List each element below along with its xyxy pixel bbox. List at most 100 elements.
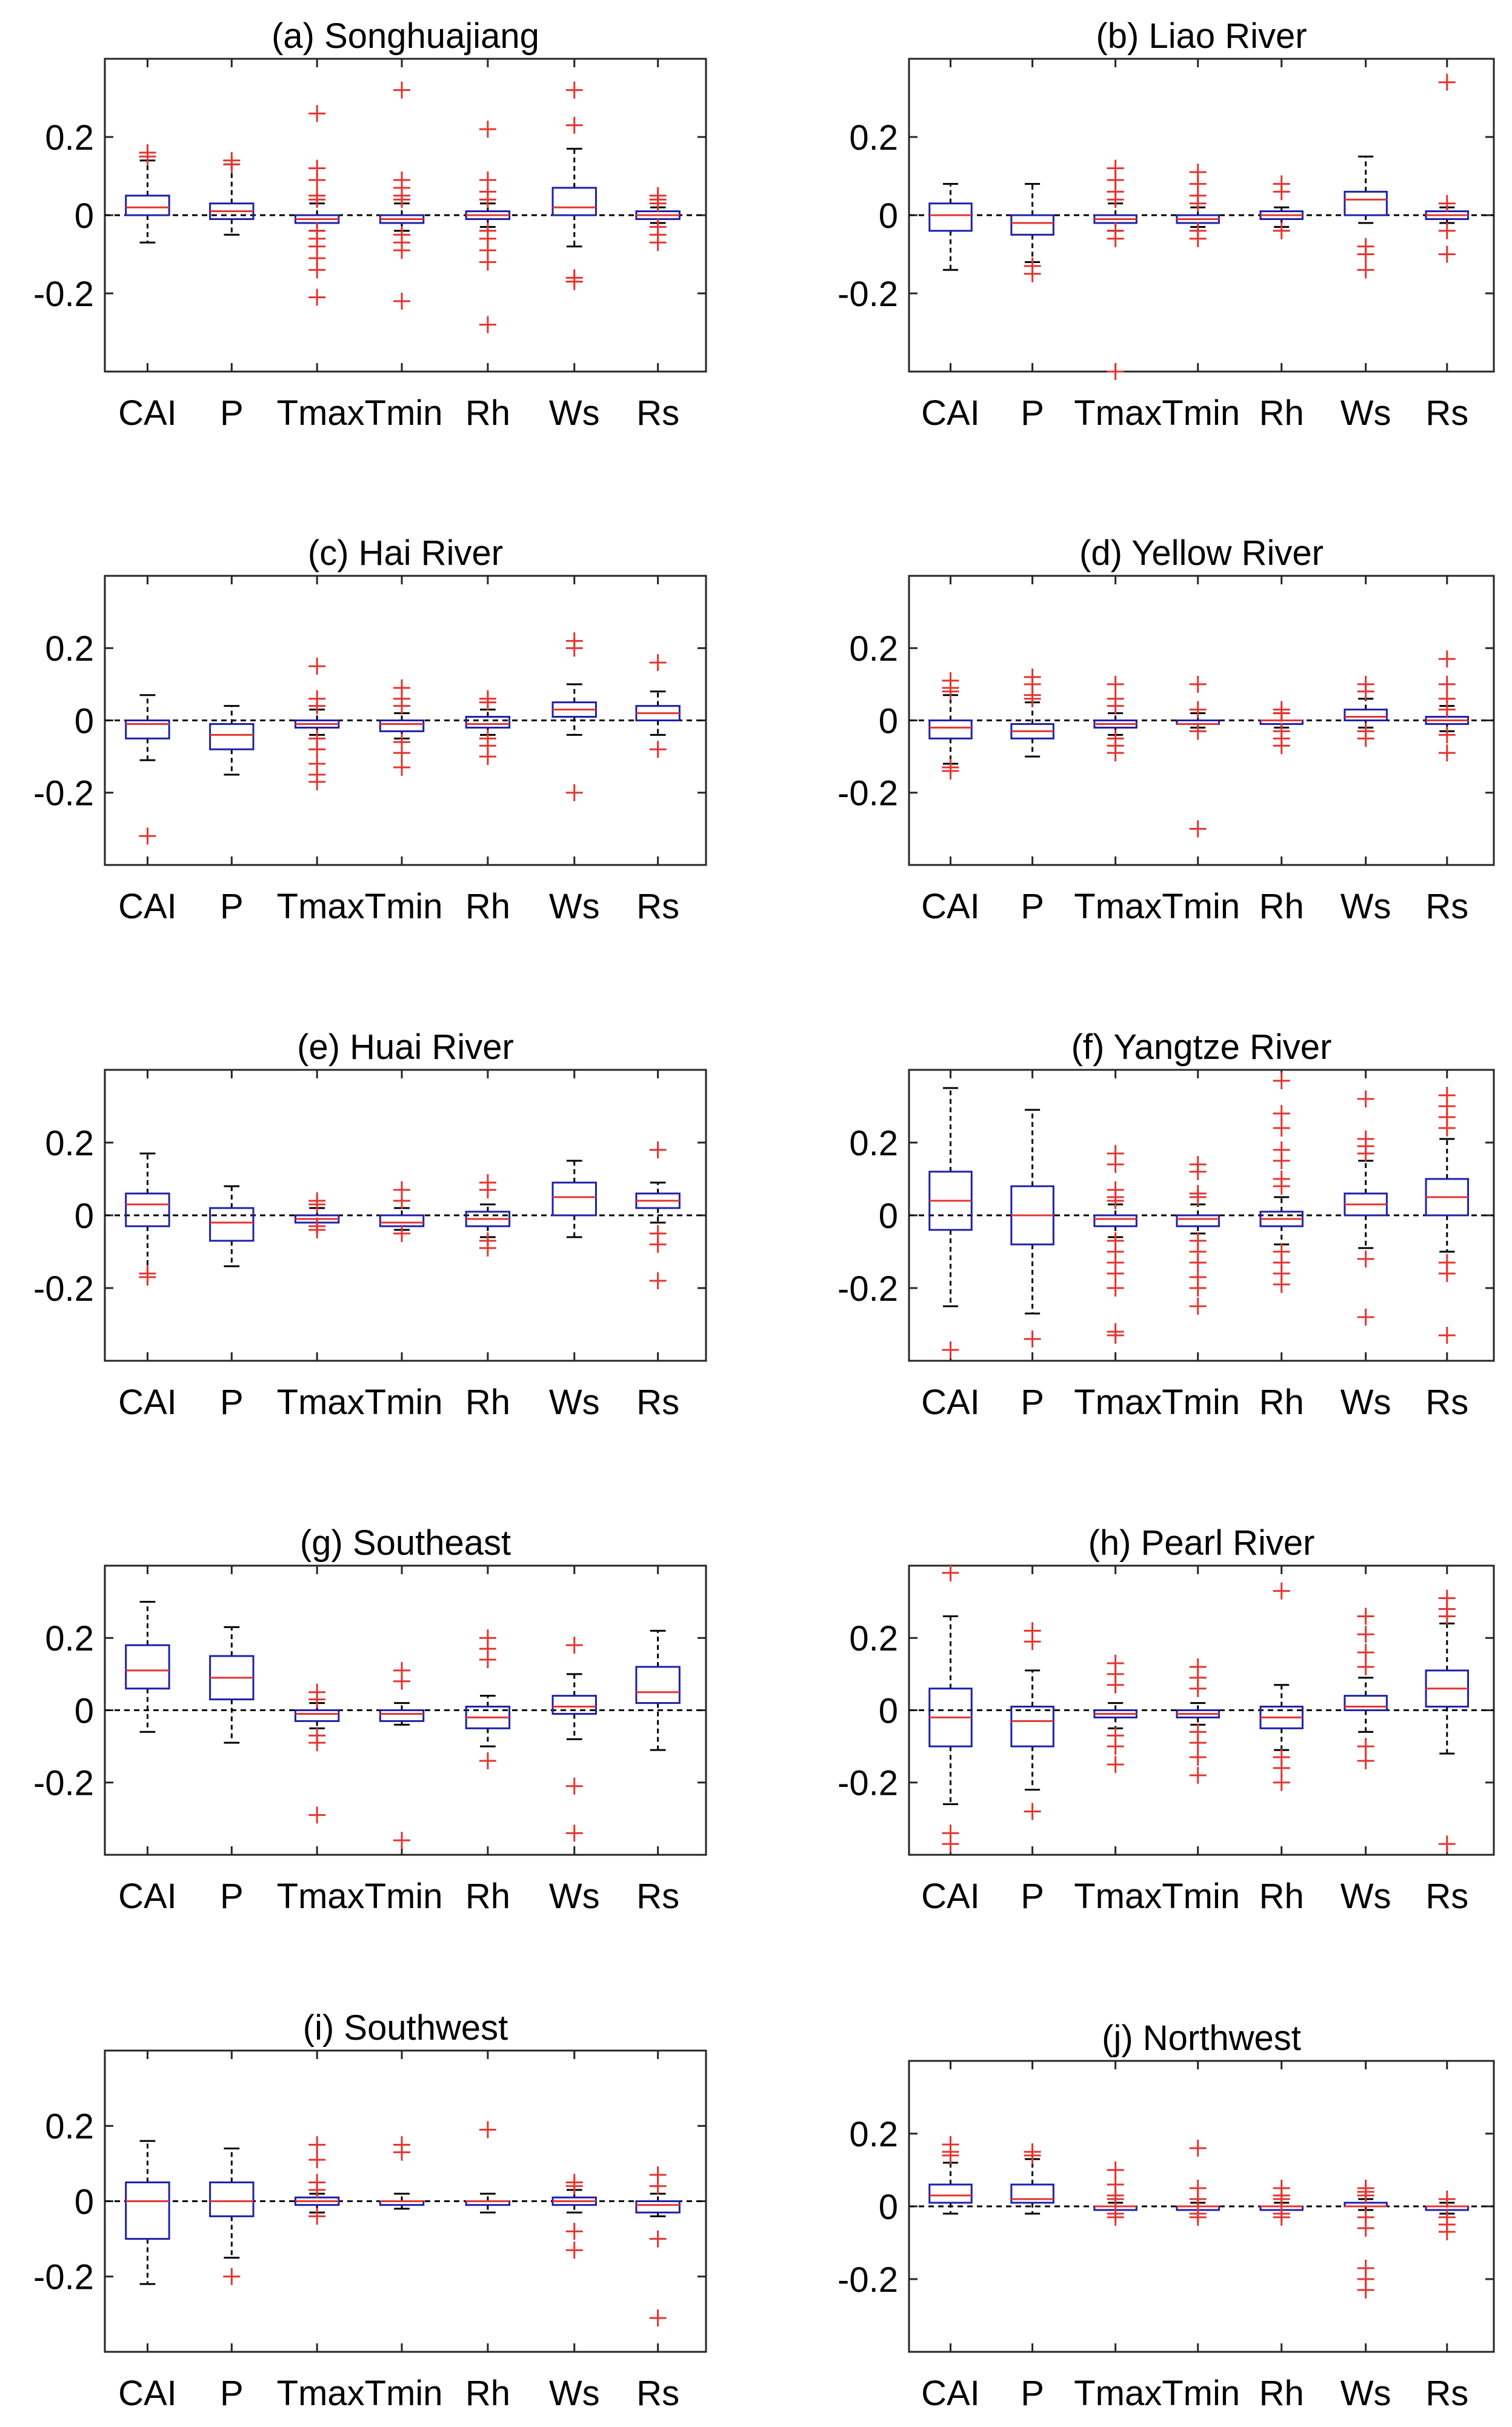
x-category-label: P [220,2374,244,2413]
x-category-label: CAI [921,1383,980,1422]
outlier-marker [1357,1752,1374,1769]
outlier-marker [565,1824,583,1842]
box-body [1010,2183,1054,2204]
outlier-marker [1438,744,1456,762]
outlier-marker [942,1341,959,1358]
outlier-marker [1438,245,1456,263]
outlier-marker [393,81,411,99]
box-7 [1425,1087,1470,1344]
box-7 [1425,650,1470,762]
box-6 [1344,2180,1388,2298]
box-5 [1259,1582,1304,1791]
y-tick-label: -0.2 [33,275,94,314]
outlier-marker [393,2143,411,2161]
box-5 [1259,175,1304,239]
x-category-label: CAI [921,887,980,926]
panel-6: (f) Yangtze River -0.2 0 0.2 CAI P TmaxTmin Rh W… [838,1027,1495,1422]
outlier-marker [139,827,156,845]
outlier-marker [393,242,411,259]
x-category-label: TmaxTmin [277,1383,443,1422]
outlier-marker [1357,1607,1374,1625]
outlier-marker [1107,230,1124,247]
y-tick-label: 0.2 [849,1619,898,1658]
box-6 [551,2174,597,2259]
outlier-marker [649,2230,667,2248]
panel-8: (h) Pearl River -0.2 0 0.2 CAI P TmaxTmin Rh Ws R… [838,1523,1495,1916]
outlier-marker [479,1181,496,1198]
outlier-marker [649,741,667,758]
panel-title: (h) Pearl River [1088,1523,1315,1563]
outlier-marker [1189,1298,1207,1315]
box-body [551,187,597,216]
x-category-label: Ws [1340,887,1391,926]
box-4 [1176,675,1220,838]
outlier-marker [1107,697,1124,715]
box-4 [1176,1658,1220,1784]
y-tick-label: 0 [75,2182,94,2222]
x-category-label: Rh [1259,887,1304,926]
panel-title: (j) Northwest [1102,2018,1301,2058]
box-body [379,719,425,732]
panel-title: (i) Southwest [303,2008,508,2048]
outlier-marker [139,148,156,165]
outlier-marker [1438,1607,1456,1625]
outlier-marker [1273,222,1290,239]
outlier-marker [308,658,326,675]
outlier-marker [565,1637,583,1654]
outlier-marker [479,693,496,711]
outlier-marker [1107,1755,1124,1773]
x-category-label: TmaxTmin [277,393,443,433]
outlier-marker [1189,1254,1207,1271]
outlier-marker [308,1806,326,1824]
panel-title: (c) Hai River [308,533,503,573]
box-3 [1093,1145,1137,1344]
outlier-marker [1189,1734,1207,1752]
x-category-label: P [1021,1877,1044,1916]
outlier-marker [1357,730,1374,747]
x-category-label: TmaxTmin [1074,1383,1240,1422]
x-category-label: P [220,887,244,926]
outlier-marker [649,654,667,672]
outlier-marker [942,683,959,700]
box-7 [635,187,681,252]
box-6 [551,1160,597,1238]
outlier-marker [1357,261,1374,279]
x-category-label: Ws [1340,393,1391,433]
outlier-marker [649,2309,667,2327]
box-4 [379,679,425,776]
outlier-marker [1273,1105,1290,1122]
outlier-marker [393,1225,411,1242]
outlier-marker [308,2181,326,2198]
box-3 [1093,1654,1137,1773]
outlier-marker [1189,1280,1207,1297]
y-tick-label: -0.2 [33,1269,94,1309]
y-tick-label: 0 [879,196,898,236]
box-body [551,1181,597,1217]
x-category-label: P [1021,2374,1044,2413]
box-4 [379,1661,425,1849]
box-1 [928,1564,973,1853]
outlier-marker [1107,2191,1124,2208]
x-category-label: P [1021,887,1044,926]
box-body [635,1666,681,1704]
x-category-label: TmaxTmin [277,2374,443,2413]
outlier-marker [565,273,583,290]
outlier-marker [1438,1265,1456,1282]
box-3 [1093,159,1137,380]
box-5 [1259,2180,1304,2226]
box-1 [928,2136,973,2215]
y-tick-label: -0.2 [838,2260,898,2300]
box-body [125,1644,170,1690]
outlier-marker [1438,701,1456,718]
outlier-marker [1189,675,1207,693]
box-6 [551,81,597,290]
y-tick-label: -0.2 [33,1764,94,1803]
panel-title: (e) Huai River [297,1027,514,1067]
box-1 [928,1087,973,1358]
x-category-label: P [220,393,244,433]
box-body [379,1214,425,1227]
x-category-label: P [220,1877,244,1916]
outlier-marker [1273,1120,1290,1137]
x-category-label: Ws [1340,1877,1391,1916]
x-category-label: Rs [1425,2374,1468,2413]
